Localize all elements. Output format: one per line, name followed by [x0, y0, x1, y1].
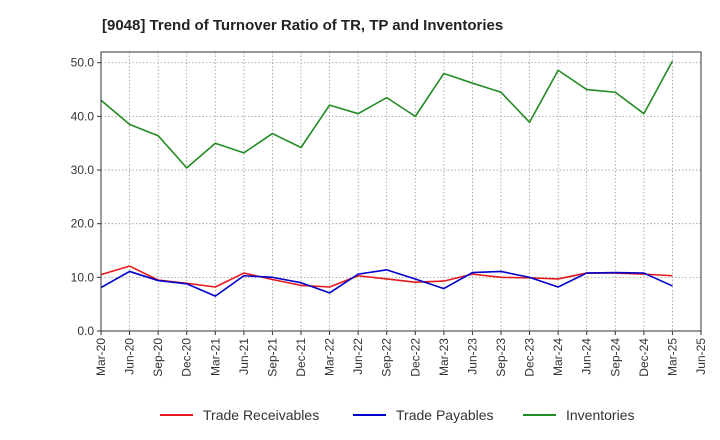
legend-label: Trade Receivables [203, 407, 319, 423]
x-tick-label: Dec-23 [523, 338, 537, 377]
y-tick-label: 20.0 [71, 217, 95, 231]
plot-background [101, 52, 701, 331]
x-tick-label: Mar-20 [94, 338, 108, 376]
x-tick-label: Sep-20 [151, 338, 165, 377]
x-tick-label: Jun-23 [465, 338, 479, 375]
series-line-1 [100, 265, 673, 288]
chart-title: [9048] Trend of Turnover Ratio of TR, TP… [102, 17, 503, 34]
x-tick-label: Mar-25 [665, 338, 679, 376]
x-tick-label: Mar-22 [323, 338, 337, 376]
x-tick-label: Sep-22 [380, 338, 394, 377]
legend: Trade Receivables Trade Payables Inventori… [160, 407, 634, 423]
y-tick-label: 40.0 [71, 109, 95, 123]
y-tick-label: 30.0 [71, 163, 95, 177]
grid [101, 52, 701, 332]
x-tick-label: Jun-25 [694, 338, 708, 375]
x-tick-label: Mar-24 [551, 338, 565, 376]
x-tick-label: Jun-24 [580, 338, 594, 375]
x-tick-label: Dec-22 [408, 338, 422, 377]
x-tick-label: Jun-20 [123, 338, 137, 375]
series-lines [100, 60, 674, 297]
x-tick-label: Dec-24 [637, 338, 651, 377]
x-tick-label: Jun-21 [237, 338, 251, 375]
axes: 0.0 10.0 20.0 30.0 40.0 50.0 Mar-20 Jun-20 Sep-2… [71, 51, 708, 377]
x-tick-label: Dec-20 [180, 338, 194, 377]
legend-label: Trade Payables [396, 407, 494, 423]
x-tick-label: Sep-24 [608, 338, 622, 377]
series-line-2 [100, 269, 673, 297]
series-line-3 [100, 60, 674, 169]
x-tick-label: Mar-23 [437, 338, 451, 376]
x-tick-label: Jun-22 [351, 338, 365, 375]
y-tick-label: 10.0 [71, 270, 95, 284]
x-tick-label: Mar-21 [208, 338, 222, 376]
plot-area [101, 52, 701, 331]
y-tick-label: 0.0 [77, 324, 94, 338]
legend-label: Inventories [566, 407, 634, 423]
x-tick-label: Sep-21 [265, 338, 279, 377]
y-tick-label: 50.0 [71, 56, 95, 70]
plot-border [100, 51, 702, 332]
x-tick-label: Dec-21 [294, 338, 308, 377]
x-tick-label: Sep-23 [494, 338, 508, 377]
